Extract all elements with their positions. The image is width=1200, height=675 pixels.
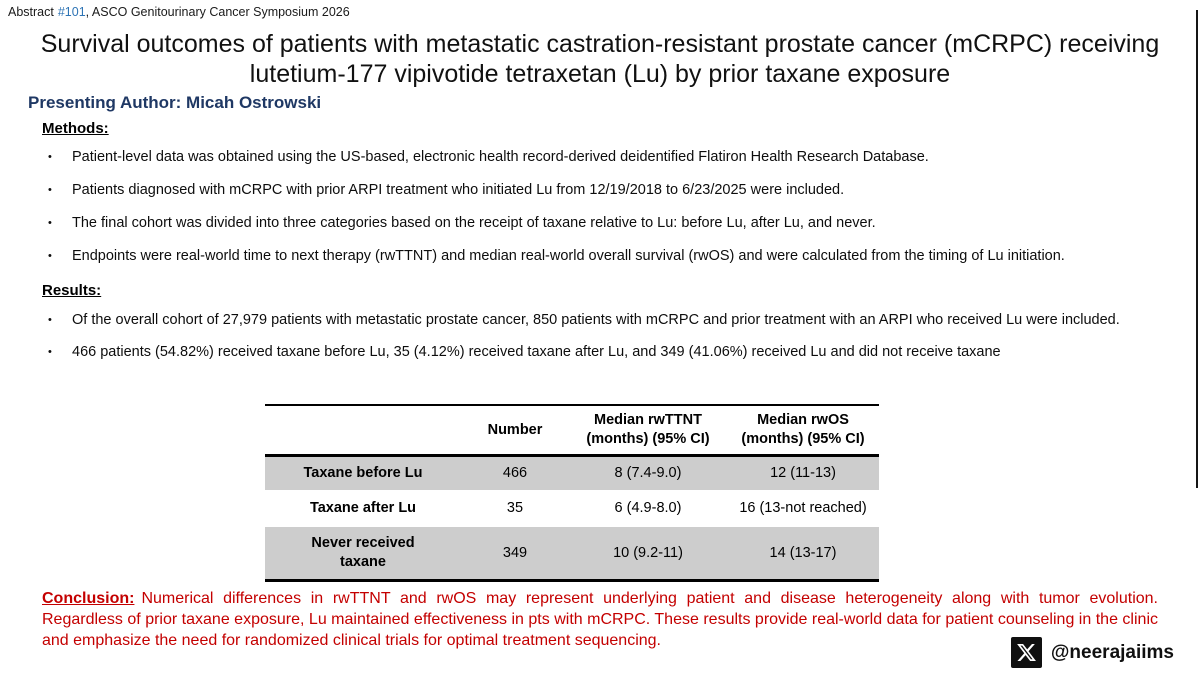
table-row: Never received taxane 349 10 (9.2-11) 14… — [265, 526, 879, 581]
methods-heading: Methods: — [42, 120, 109, 137]
cell-number: 349 — [502, 544, 528, 561]
list-item: • 466 patients (54.82%) received taxane … — [46, 342, 1152, 363]
results-table: Number Median rwTTNT (months) (95% CI) M… — [265, 404, 879, 582]
presenting-author: Presenting Author: Micah Ostrowski — [28, 93, 322, 112]
table-header-row: Number Median rwTTNT (months) (95% CI) M… — [265, 405, 879, 456]
cell-rwos: 12 (11-13) — [770, 465, 836, 481]
abstract-header: Abstract #101, ASCO Genitourinary Cancer … — [8, 5, 350, 19]
bullet-text: 466 patients (54.82%) received taxane be… — [72, 344, 1001, 360]
bullet-icon: • — [48, 217, 52, 229]
bullet-text: The final cohort was divided into three … — [72, 215, 876, 231]
cell-rwttnt: 6 (4.9-8.0) — [614, 500, 682, 516]
cell-rwos: 14 (13-17) — [769, 544, 837, 561]
bullet-text: Patient-level data was obtained using th… — [72, 149, 929, 165]
table-header-rwttnt: Median rwTTNT (months) (95% CI) — [569, 405, 727, 456]
conclusion-heading: Conclusion: — [42, 590, 135, 607]
x-twitter-icon — [1010, 637, 1042, 668]
results-heading: Results: — [42, 282, 102, 299]
row-label: Never received taxane — [311, 535, 415, 570]
bullet-icon: • — [48, 151, 52, 163]
cell-rwttnt: 10 (9.2-11) — [613, 544, 683, 561]
list-item: • Patient-level data was obtained using … — [46, 148, 1152, 167]
cell-number: 466 — [502, 465, 528, 481]
abstract-number-link[interactable]: #101 — [57, 5, 86, 19]
abstract-header-prefix: Abstract — [8, 5, 54, 19]
cell-rwttnt: 8 (7.4-9.0) — [614, 465, 682, 481]
list-item: • The final cohort was divided into thre… — [46, 214, 1152, 233]
conclusion-text: Numerical differences in rwTTNT and rwOS… — [42, 590, 1158, 649]
cell-rwos: 16 (13-not reached) — [739, 500, 867, 516]
row-label: Taxane before Lu — [303, 465, 423, 481]
methods-list: • Patient-level data was obtained using … — [46, 148, 1152, 280]
bullet-icon: • — [48, 250, 52, 262]
results-list: • Of the overall cohort of 27,979 patien… — [46, 310, 1152, 374]
table-row: Taxane after Lu 35 6 (4.9-8.0) 16 (13-no… — [265, 491, 879, 526]
table-header-rwos: Median rwOS (months) (95% CI) — [727, 405, 879, 456]
cell-number: 35 — [506, 500, 524, 516]
abstract-header-suffix: , ASCO Genitourinary Cancer Symposium 20… — [85, 5, 350, 19]
table-row: Taxane before Lu 466 8 (7.4-9.0) 12 (11-… — [265, 455, 879, 491]
conclusion-paragraph: Conclusion: Numerical differences in rwTT… — [42, 588, 1158, 651]
slide-edge-line — [1196, 10, 1198, 488]
bullet-icon: • — [48, 314, 52, 326]
bullet-text: Patients diagnosed with mCRPC with prior… — [72, 182, 845, 198]
page-title: Survival outcomes of patients with metas… — [40, 30, 1160, 88]
list-item: • Endpoints were real-world time to next… — [46, 247, 1152, 266]
bullet-icon: • — [48, 184, 52, 196]
list-item: • Patients diagnosed with mCRPC with pri… — [46, 181, 1152, 200]
social-handle[interactable]: @neerajaiims — [1010, 637, 1174, 668]
table-header-number: Number — [461, 405, 569, 456]
bullet-text: Endpoints were real-world time to next t… — [72, 248, 1065, 264]
list-item: • Of the overall cohort of 27,979 patien… — [46, 310, 1152, 331]
table-header-empty — [265, 405, 461, 456]
bullet-icon: • — [48, 346, 52, 358]
handle-text: @neerajaiims — [1050, 641, 1174, 663]
row-label: Taxane after Lu — [309, 500, 417, 516]
bullet-text: Of the overall cohort of 27,979 patients… — [72, 312, 1120, 328]
